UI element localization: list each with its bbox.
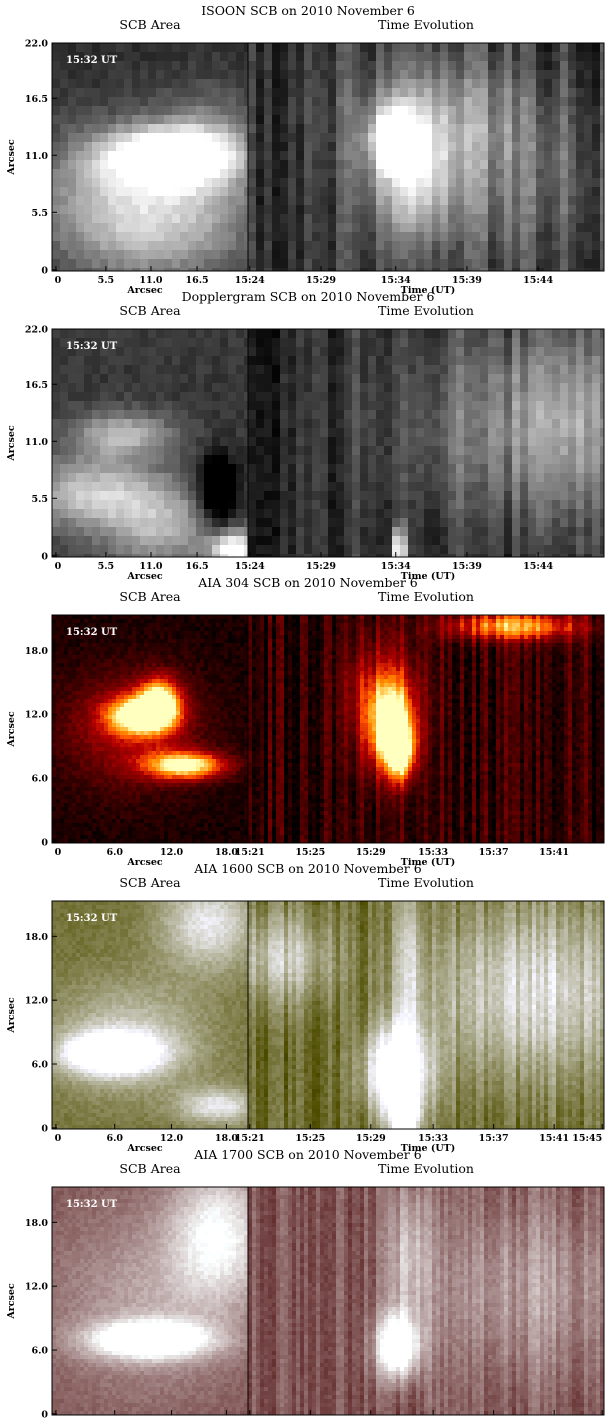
left-subtitle: SCB Area bbox=[119, 17, 181, 32]
right-x-tick-label: 15:24 bbox=[235, 275, 265, 286]
scb-area-image bbox=[52, 901, 248, 1129]
left-subtitle: SCB Area bbox=[119, 875, 181, 890]
y-tick-label: 11.0 bbox=[25, 151, 49, 162]
right-x-tick-label: 15:21 bbox=[235, 847, 265, 858]
right-x-tick-label: 15:29 bbox=[306, 561, 336, 572]
left-x-axis-label: Arcsec bbox=[126, 285, 163, 296]
right-subtitle: Time Evolution bbox=[378, 303, 474, 318]
left-x-tick-label: 12.0 bbox=[160, 847, 184, 858]
right-x-tick-label: 15:44 bbox=[523, 561, 553, 572]
y-tick-label: 22.0 bbox=[25, 325, 49, 336]
right-subtitle: Time Evolution bbox=[378, 17, 474, 32]
y-axis-label: Arcsec bbox=[6, 139, 17, 176]
time-evolution-image bbox=[248, 329, 604, 557]
right-x-tick-label: 15:21 bbox=[235, 1133, 265, 1144]
left-x-tick-label: 0 bbox=[55, 1133, 62, 1144]
y-tick-label: 0 bbox=[41, 1409, 48, 1420]
right-x-tick-label: 15:44 bbox=[523, 275, 553, 286]
right-x-tick-label: 15:37 bbox=[479, 847, 509, 858]
y-tick-label: 18.0 bbox=[25, 932, 49, 943]
panel-5: AIA 1700 SCB on 2010 November 6 SCB Area T… bbox=[6, 1147, 604, 1420]
y-tick-label: 18.0 bbox=[25, 646, 49, 657]
left-subtitle: SCB Area bbox=[119, 589, 181, 604]
right-x-tick-label: 15:39 bbox=[452, 275, 482, 286]
left-x-tick-label: 6.0 bbox=[106, 847, 123, 858]
y-tick-label: 16.5 bbox=[25, 380, 48, 391]
y-tick-label: 5.5 bbox=[31, 208, 48, 219]
left-x-axis-label: Arcsec bbox=[126, 857, 163, 868]
right-x-tick-label: 15:41 bbox=[539, 847, 569, 858]
y-tick-label: 0 bbox=[41, 1123, 48, 1134]
y-tick-label: 12.0 bbox=[25, 710, 49, 721]
y-tick-label: 0 bbox=[41, 551, 48, 562]
panel-3: AIA 304 SCB on 2010 November 6 SCB Area Ti… bbox=[6, 575, 604, 868]
panel-title: Dopplergram SCB on 2010 November 6 bbox=[182, 289, 435, 304]
y-axis-label: Arcsec bbox=[6, 711, 17, 748]
left-x-tick-label: 12.0 bbox=[160, 1133, 184, 1144]
panel-title: AIA 304 SCB on 2010 November 6 bbox=[197, 575, 418, 590]
time-evolution-image bbox=[248, 1187, 604, 1415]
time-evolution-image bbox=[248, 615, 604, 843]
left-x-tick-label: 5.5 bbox=[98, 561, 115, 572]
y-tick-label: 6.0 bbox=[31, 1060, 48, 1071]
right-x-tick-label: 15:29 bbox=[356, 1133, 386, 1144]
right-x-tick-label: 15:29 bbox=[306, 275, 336, 286]
y-tick-label: 12.0 bbox=[25, 1282, 49, 1293]
timestamp-label: 15:32 UT bbox=[66, 913, 118, 924]
y-tick-label: 12.0 bbox=[25, 996, 49, 1007]
y-tick-label: 22.0 bbox=[25, 39, 49, 50]
scb-area-image bbox=[52, 615, 248, 843]
timestamp-label: 15:32 UT bbox=[66, 55, 118, 66]
right-x-tick-label: 15:29 bbox=[356, 847, 386, 858]
right-x-tick-label: 15:41 bbox=[539, 1133, 569, 1144]
time-evolution-image bbox=[248, 43, 604, 271]
panel-4: AIA 1600 SCB on 2010 November 6 SCB Area T… bbox=[6, 861, 604, 1154]
y-axis-label: Arcsec bbox=[6, 1283, 17, 1320]
right-x-tick-label: 15:45 bbox=[572, 1133, 602, 1144]
left-x-tick-label: 16.5 bbox=[185, 561, 208, 572]
timestamp-label: 15:32 UT bbox=[66, 1199, 118, 1210]
y-tick-label: 5.5 bbox=[31, 494, 48, 505]
right-x-tick-label: 15:24 bbox=[235, 561, 265, 572]
panel-title: AIA 1700 SCB on 2010 November 6 bbox=[193, 1147, 421, 1162]
scb-area-image bbox=[52, 43, 248, 271]
y-axis-label: Arcsec bbox=[6, 997, 17, 1034]
y-axis-label: Arcsec bbox=[6, 425, 17, 462]
left-x-tick-label: 5.5 bbox=[98, 275, 115, 286]
left-x-tick-label: 6.0 bbox=[106, 1133, 123, 1144]
left-subtitle: SCB Area bbox=[119, 303, 181, 318]
right-x-tick-label: 15:39 bbox=[452, 561, 482, 572]
y-tick-label: 11.0 bbox=[25, 437, 49, 448]
right-x-tick-label: 15:25 bbox=[295, 847, 325, 858]
left-subtitle: SCB Area bbox=[119, 1161, 181, 1176]
timestamp-label: 15:32 UT bbox=[66, 341, 118, 352]
y-tick-label: 6.0 bbox=[31, 1346, 48, 1357]
left-x-tick-label: 0 bbox=[55, 847, 62, 858]
right-subtitle: Time Evolution bbox=[378, 589, 474, 604]
scb-area-image bbox=[52, 1187, 248, 1415]
y-tick-label: 0 bbox=[41, 265, 48, 276]
left-x-tick-label: 0 bbox=[55, 275, 62, 286]
right-x-tick-label: 15:37 bbox=[479, 1133, 509, 1144]
panel-title: ISOON SCB on 2010 November 6 bbox=[201, 3, 415, 18]
right-subtitle: Time Evolution bbox=[378, 875, 474, 890]
left-x-tick-label: 0 bbox=[55, 561, 62, 572]
left-x-axis-label: Arcsec bbox=[126, 571, 163, 582]
panel-title: AIA 1600 SCB on 2010 November 6 bbox=[193, 861, 421, 876]
right-x-tick-label: 15:25 bbox=[295, 1133, 325, 1144]
scb-area-image bbox=[52, 329, 248, 557]
timestamp-label: 15:32 UT bbox=[66, 627, 118, 638]
y-tick-label: 16.5 bbox=[25, 94, 48, 105]
left-x-axis-label: Arcsec bbox=[126, 1143, 163, 1154]
panel-1: ISOON SCB on 2010 November 6 SCB Area Time… bbox=[6, 3, 604, 296]
right-subtitle: Time Evolution bbox=[378, 1161, 474, 1176]
y-tick-label: 6.0 bbox=[31, 774, 48, 785]
y-tick-label: 0 bbox=[41, 837, 48, 848]
left-x-tick-label: 16.5 bbox=[185, 275, 208, 286]
time-evolution-image bbox=[248, 901, 604, 1129]
y-tick-label: 18.0 bbox=[25, 1218, 49, 1229]
